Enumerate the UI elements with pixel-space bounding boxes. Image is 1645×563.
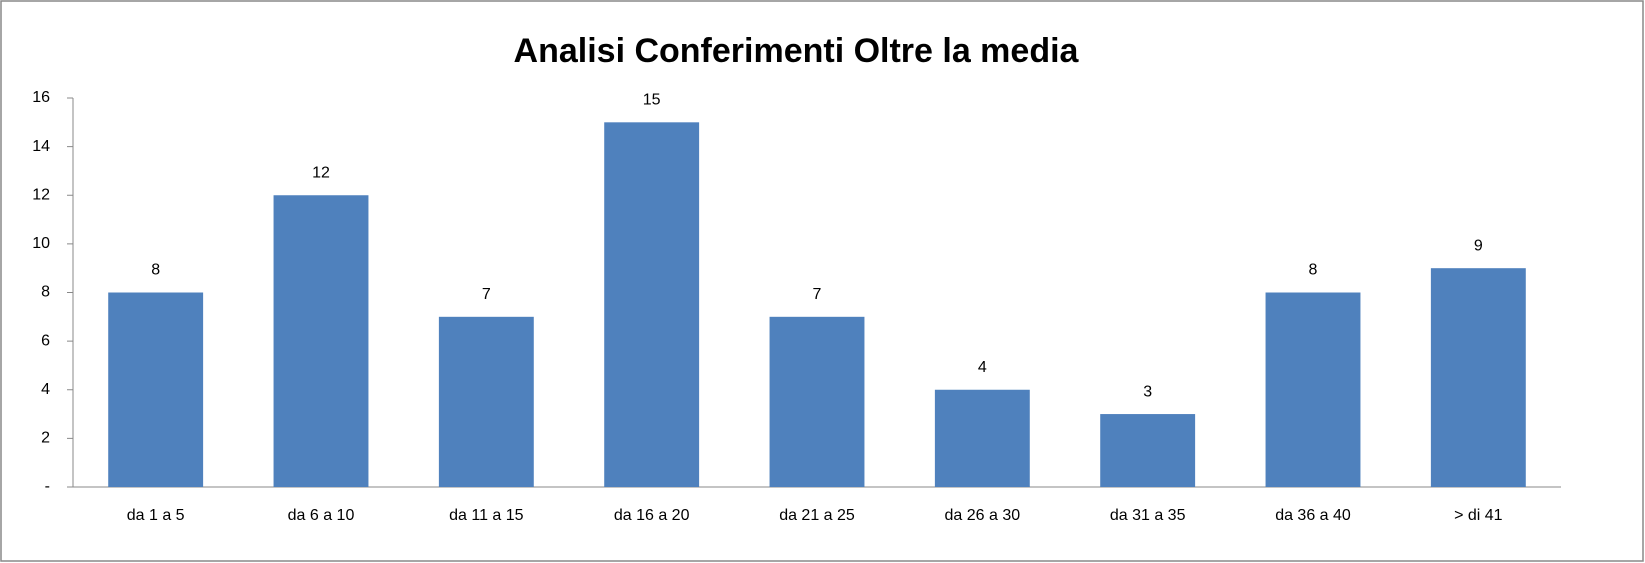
data-label: 8 <box>151 262 160 279</box>
x-tick-label: da 36 a 40 <box>1275 507 1351 524</box>
y-tick-label: 6 <box>41 332 50 349</box>
bar <box>1265 292 1361 487</box>
x-tick-label: da 6 a 10 <box>288 507 355 524</box>
y-tick-label: 4 <box>41 381 50 398</box>
data-label: 9 <box>1474 237 1483 254</box>
y-tick-label: 2 <box>41 430 50 447</box>
y-tick-label: 16 <box>32 89 50 106</box>
x-tick-label: da 1 a 5 <box>127 507 185 524</box>
data-label: 7 <box>813 286 822 303</box>
bar <box>769 316 865 487</box>
y-tick-label: 12 <box>32 186 50 203</box>
x-tick-label: da 26 a 30 <box>945 507 1021 524</box>
data-label: 4 <box>978 359 987 376</box>
x-tick-label: da 21 a 25 <box>779 507 855 524</box>
y-tick-label: 14 <box>32 138 50 155</box>
data-label: 12 <box>312 164 330 181</box>
data-label: 8 <box>1309 262 1318 279</box>
data-label: 7 <box>482 286 491 303</box>
bar <box>273 195 369 487</box>
bar <box>108 292 204 487</box>
bar <box>1100 414 1196 487</box>
bar <box>934 389 1030 487</box>
y-tick-label: - <box>45 478 50 495</box>
bar <box>1430 268 1526 487</box>
data-label: 3 <box>1143 383 1152 400</box>
x-tick-label: da 11 a 15 <box>449 507 524 524</box>
y-tick-label: 10 <box>32 235 50 252</box>
bar <box>604 122 700 487</box>
x-tick-label: > di 41 <box>1454 507 1503 524</box>
bar <box>438 316 534 487</box>
chart-title: Analisi Conferimenti Oltre la media <box>514 32 1080 70</box>
y-tick-label: 8 <box>41 284 50 301</box>
data-label: 15 <box>643 92 661 109</box>
x-tick-label: da 31 a 35 <box>1110 507 1186 524</box>
x-tick-label: da 16 a 20 <box>614 507 690 524</box>
